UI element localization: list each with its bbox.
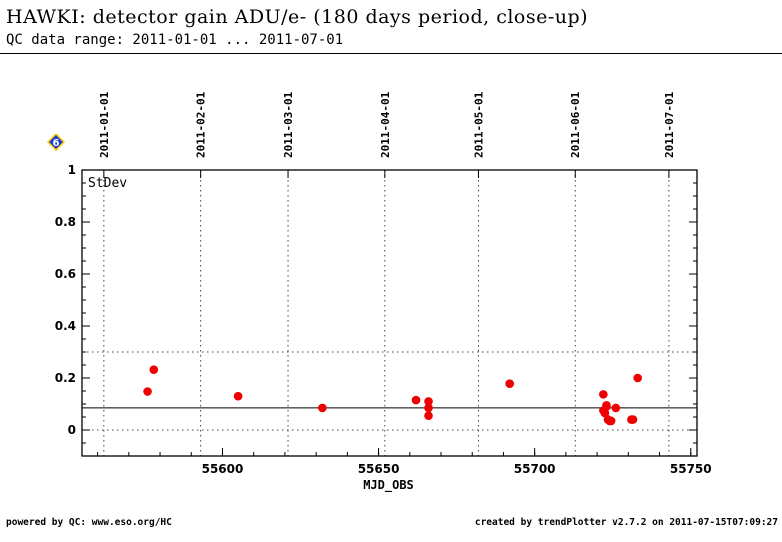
marker-label: 6 <box>53 138 60 149</box>
data-point <box>411 395 421 405</box>
reference-lines <box>82 351 697 431</box>
y-tick-label: 0 <box>68 423 76 437</box>
y-tick-label: 0.2 <box>55 371 76 385</box>
footer-created-by: created by trendPlotter v2.7.2 on 2011-0… <box>474 517 778 528</box>
data-point <box>233 391 243 401</box>
diamond-marker-icon <box>46 132 66 152</box>
axes <box>46 132 698 457</box>
data-point <box>424 397 433 406</box>
panel-label: StDev <box>88 176 127 191</box>
y-tick-label: 0.4 <box>55 319 76 333</box>
y-tick-label: 0.8 <box>55 215 76 229</box>
date-tick-label: 2011-06-01 <box>569 91 582 158</box>
data-point <box>628 415 638 424</box>
data-point <box>505 379 514 389</box>
data-point <box>318 403 327 413</box>
data-point <box>149 365 159 374</box>
data-point <box>143 387 152 396</box>
x-tick-label: 55600 <box>202 462 244 476</box>
x-axis-label: MJD_OBS <box>363 478 414 493</box>
data-point <box>633 373 642 383</box>
data-point <box>602 402 611 411</box>
data-point <box>424 403 433 413</box>
axis-text: 2011-01-01 2011-02-01 2011-03-01 2011-04-01… <box>53 91 712 493</box>
date-tick-label: 2011-03-01 <box>282 91 295 158</box>
date-tick-label: 2011-04-01 <box>379 91 392 158</box>
y-tick-label: 0.6 <box>55 267 76 281</box>
page-title: HAWKI: detector gain ADU/e- (180 days pe… <box>6 6 589 28</box>
data-point <box>611 403 621 413</box>
data-point <box>600 408 610 418</box>
data-point <box>424 411 433 421</box>
x-tick-label: 55650 <box>358 462 400 476</box>
data-points <box>143 365 642 426</box>
x-tick-label: 55700 <box>514 462 556 476</box>
page-subtitle: QC data range: 2011-01-01 ... 2011-07-01 <box>6 32 344 48</box>
grid-lines <box>103 170 670 456</box>
header-divider <box>0 53 782 54</box>
date-tick-label: 2011-02-01 <box>195 91 208 158</box>
date-tick-label: 2011-07-01 <box>663 91 676 158</box>
date-tick-label: 2011-01-01 <box>98 91 111 158</box>
footer-powered-by: powered by QC: www.eso.org/HC <box>6 517 172 528</box>
x-tick-label: 55750 <box>670 462 712 476</box>
date-tick-label: 2011-05-01 <box>472 91 485 158</box>
data-point <box>606 416 616 426</box>
data-point <box>599 390 608 399</box>
y-tick-label: 1 <box>68 163 76 177</box>
